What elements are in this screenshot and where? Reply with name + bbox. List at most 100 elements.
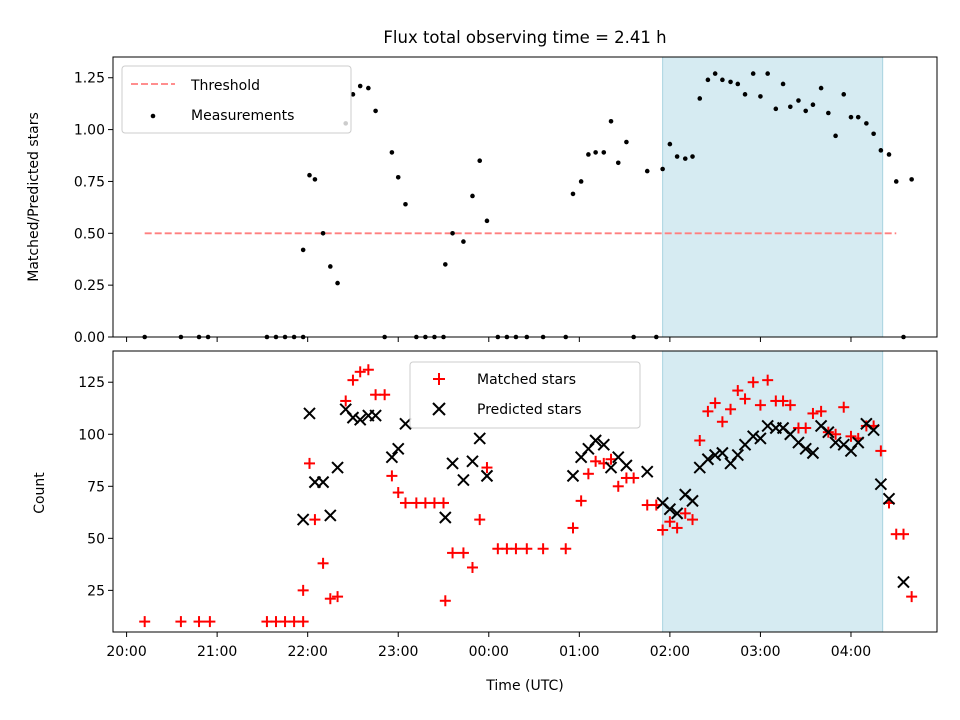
measurement-point bbox=[855, 114, 861, 120]
top-legend: Threshold Measurements bbox=[121, 65, 352, 134]
matched-star-point bbox=[906, 591, 918, 603]
matched-star-point bbox=[297, 616, 309, 628]
measurement-point bbox=[864, 121, 869, 126]
predicted-star-point bbox=[670, 507, 684, 520]
legend-predicted-label: Predicted stars bbox=[477, 402, 582, 418]
matched-star-point bbox=[762, 374, 774, 386]
measurement-point bbox=[443, 262, 448, 267]
measurement-point bbox=[871, 131, 876, 137]
bottom-y-axis-label: Count bbox=[32, 472, 48, 514]
matched-star-point bbox=[438, 497, 450, 509]
legend-measurements-label: Measurements bbox=[191, 108, 294, 124]
predicted-star-point bbox=[867, 423, 880, 437]
x-tick-label: 21:00 bbox=[197, 644, 237, 660]
measurement-point bbox=[470, 193, 475, 199]
measurement-point bbox=[373, 108, 378, 114]
matched-star-point bbox=[830, 428, 842, 440]
matched-star-point bbox=[521, 543, 533, 555]
measurement-point bbox=[841, 92, 847, 97]
predicted-star-point bbox=[663, 502, 677, 516]
predicted-star-point bbox=[731, 448, 744, 462]
matched-star-point bbox=[347, 374, 359, 386]
matched-star-point bbox=[897, 528, 909, 540]
matched-star-point bbox=[575, 495, 587, 507]
matched-star-point bbox=[875, 445, 887, 457]
y-tick-label: 1.00 bbox=[74, 123, 105, 139]
x-axis-label: Time (UTC) bbox=[485, 678, 563, 694]
measurement-point bbox=[765, 71, 770, 76]
matched-star-point bbox=[510, 543, 522, 555]
measurement-point bbox=[357, 83, 363, 89]
measurement-point bbox=[366, 85, 371, 91]
predicted-star-point bbox=[369, 409, 382, 422]
matched-star-point bbox=[386, 470, 398, 482]
measurement-point bbox=[705, 77, 711, 83]
predicted-star-point bbox=[604, 461, 618, 474]
predicted-star-point bbox=[641, 465, 654, 478]
matched-star-point bbox=[340, 395, 352, 407]
matched-star-point bbox=[702, 405, 714, 417]
measurement-point bbox=[803, 108, 809, 114]
matched-star-point bbox=[457, 547, 469, 559]
bottom-legend-box bbox=[409, 361, 641, 429]
top-legend-box bbox=[121, 65, 352, 134]
measurement-point bbox=[742, 92, 748, 97]
predicted-star-point bbox=[392, 442, 405, 456]
x-tick-label: 00:00 bbox=[469, 644, 509, 660]
legend-matched-swatch bbox=[433, 373, 445, 385]
measurement-point bbox=[660, 166, 665, 172]
x-tick-label: 23:00 bbox=[378, 644, 418, 660]
matched-star-point bbox=[582, 468, 594, 480]
measurement-point bbox=[477, 158, 483, 164]
measurement-point bbox=[780, 81, 786, 87]
matched-star-point bbox=[800, 422, 812, 434]
matched-star-point bbox=[777, 395, 789, 407]
measurement-point bbox=[674, 154, 680, 159]
matched-star-point bbox=[481, 462, 493, 474]
matched-star-point bbox=[204, 616, 216, 628]
matched-star-point bbox=[590, 455, 602, 467]
matched-star-point bbox=[716, 416, 728, 428]
measurement-point bbox=[403, 201, 408, 207]
bottom-y-ticks: 25 50 75 100 125 bbox=[78, 375, 113, 599]
matched-star-point bbox=[379, 389, 391, 401]
measurement-point bbox=[450, 230, 455, 236]
predicted-star-point bbox=[874, 478, 888, 491]
predicted-star-point bbox=[303, 407, 316, 420]
matched-star-point bbox=[447, 547, 459, 559]
predicted-star-point bbox=[466, 455, 479, 468]
matched-star-point bbox=[474, 514, 486, 526]
y-tick-label: 50 bbox=[87, 531, 105, 547]
predicted-star-point bbox=[480, 469, 494, 483]
matched-star-point bbox=[392, 487, 404, 499]
matched-star-point bbox=[537, 543, 549, 555]
matched-star-point bbox=[747, 376, 759, 388]
measurement-point bbox=[909, 177, 914, 182]
predicted-star-point bbox=[822, 425, 835, 439]
predicted-star-point bbox=[439, 511, 452, 524]
predicted-star-point bbox=[296, 513, 310, 526]
predicted-star-point bbox=[589, 434, 602, 447]
matched-star-point bbox=[297, 584, 309, 596]
matched-star-point bbox=[725, 403, 737, 415]
y-tick-label: 75 bbox=[87, 479, 105, 495]
measurement-point bbox=[312, 177, 318, 182]
predicted-star-point bbox=[716, 446, 729, 460]
predicted-star-point bbox=[316, 475, 330, 489]
top-panel: 0.00 0.25 0.50 0.75 1.00 1.25 Flux total obse… bbox=[26, 28, 938, 346]
measurement-point bbox=[608, 118, 614, 124]
matched-star-point bbox=[303, 457, 315, 469]
predicted-star-point bbox=[597, 438, 610, 451]
legend-matched-label: Matched stars bbox=[477, 372, 576, 388]
predicted-star-point bbox=[399, 417, 412, 431]
matched-star-point bbox=[439, 595, 451, 607]
measurement-point bbox=[350, 92, 356, 97]
predicted-star-point bbox=[457, 473, 470, 487]
matched-star-point bbox=[324, 593, 336, 605]
predicted-star-point bbox=[353, 413, 367, 426]
matched-star-point bbox=[139, 616, 151, 628]
measurement-point bbox=[758, 94, 763, 99]
matched-star-point bbox=[605, 453, 617, 465]
y-tick-label: 0.75 bbox=[74, 174, 105, 190]
measurement-point bbox=[728, 79, 733, 85]
